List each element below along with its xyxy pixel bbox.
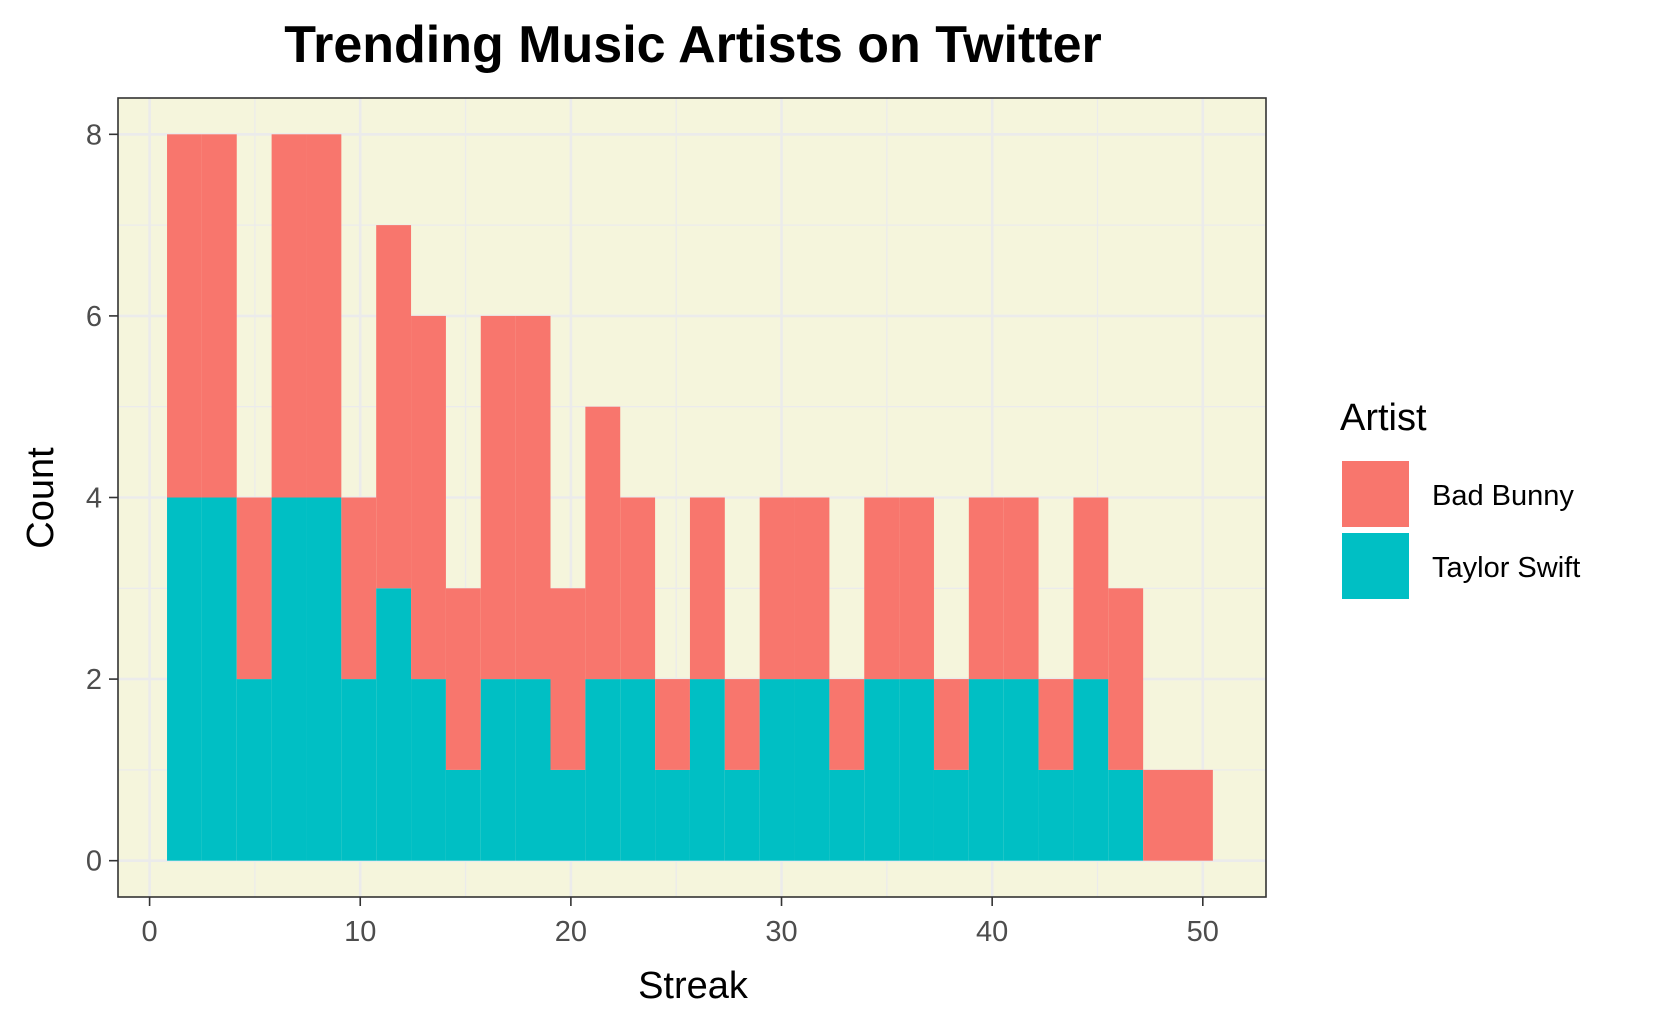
bar-bad-bunny xyxy=(376,225,412,589)
bar-bad-bunny xyxy=(306,134,342,498)
bar-taylor-swift xyxy=(864,679,900,861)
bar-bad-bunny xyxy=(585,406,621,680)
legend-label-bad-bunny: Bad Bunny xyxy=(1432,480,1574,512)
bar-taylor-swift xyxy=(689,679,725,861)
y-tick-label: 8 xyxy=(86,119,102,151)
chart-title: Trending Music Artists on Twitter xyxy=(284,16,1102,74)
bar-bad-bunny xyxy=(620,497,656,680)
bar-bad-bunny xyxy=(794,497,830,680)
bar-taylor-swift xyxy=(271,497,307,861)
x-tick-label: 40 xyxy=(976,916,1008,948)
legend-key-bad-bunny xyxy=(1342,461,1409,527)
y-axis-title: Count xyxy=(20,447,62,549)
bar-taylor-swift xyxy=(1038,769,1074,861)
bar-taylor-swift xyxy=(411,679,446,861)
y-tick-label: 0 xyxy=(86,846,102,878)
bar-taylor-swift xyxy=(550,769,586,861)
bar-taylor-swift xyxy=(794,679,830,861)
bar-bad-bunny xyxy=(864,497,900,680)
bar-taylor-swift xyxy=(585,679,621,861)
bar-taylor-swift xyxy=(480,679,516,861)
bar-bad-bunny xyxy=(480,315,516,680)
bar-bad-bunny xyxy=(1003,497,1039,680)
bar-bad-bunny xyxy=(1038,679,1074,770)
bar-bad-bunny xyxy=(933,679,969,770)
bar-bad-bunny xyxy=(724,679,760,770)
x-tick-label: 10 xyxy=(344,916,376,948)
bar-taylor-swift xyxy=(341,679,377,861)
legend-item-bad-bunny: Bad Bunny xyxy=(1342,461,1574,527)
bar-bad-bunny xyxy=(655,679,690,770)
x-tick-label: 0 xyxy=(142,916,158,948)
y-tick-label: 6 xyxy=(86,301,102,333)
legend-title: Artist xyxy=(1340,397,1427,439)
bar-taylor-swift xyxy=(236,679,272,861)
bar-taylor-swift xyxy=(933,769,969,861)
bar-taylor-swift xyxy=(968,679,1004,861)
bar-taylor-swift xyxy=(899,679,934,861)
legend-label-taylor-swift: Taylor Swift xyxy=(1432,552,1580,584)
bar-bad-bunny xyxy=(899,497,934,680)
bar-bad-bunny xyxy=(445,588,481,770)
bar-taylor-swift xyxy=(376,588,412,861)
bar-taylor-swift xyxy=(620,679,656,861)
y-tick-label: 4 xyxy=(86,483,102,515)
x-tick-label: 20 xyxy=(555,916,587,948)
bar-taylor-swift xyxy=(1003,679,1039,861)
bar-bad-bunny xyxy=(689,497,725,680)
bars xyxy=(167,134,1213,861)
bar-taylor-swift xyxy=(829,769,865,861)
legend: Artist Bad Bunny Taylor Swift xyxy=(1340,397,1580,599)
bar-taylor-swift xyxy=(759,679,795,861)
bar-bad-bunny xyxy=(550,588,586,770)
bar-bad-bunny xyxy=(1073,497,1109,680)
bar-bad-bunny xyxy=(759,497,795,680)
x-tick-label: 30 xyxy=(765,916,797,948)
bar-taylor-swift xyxy=(167,497,202,861)
bar-taylor-swift xyxy=(201,497,237,861)
x-axis: 0 10 20 30 40 50 xyxy=(142,897,1219,948)
bar-taylor-swift xyxy=(306,497,342,861)
bar-bad-bunny xyxy=(341,497,377,680)
bar-bad-bunny xyxy=(515,315,551,680)
bar-bad-bunny xyxy=(236,497,272,680)
bar-taylor-swift xyxy=(1073,679,1109,861)
bar-bad-bunny xyxy=(829,679,865,770)
bar-bad-bunny xyxy=(968,497,1004,680)
bar-bad-bunny xyxy=(271,134,307,498)
y-axis: 0 2 4 6 8 xyxy=(86,119,118,878)
y-tick-label: 2 xyxy=(86,664,102,696)
legend-key-taylor-swift xyxy=(1342,533,1409,599)
x-axis-title: Streak xyxy=(638,965,749,1007)
bar-bad-bunny xyxy=(167,134,202,498)
bar-bad-bunny xyxy=(411,315,446,680)
bar-taylor-swift xyxy=(445,769,481,861)
bar-bad-bunny xyxy=(1178,769,1213,861)
bar-taylor-swift xyxy=(724,769,760,861)
bar-taylor-swift xyxy=(655,769,690,861)
bar-taylor-swift xyxy=(515,679,551,861)
x-tick-label: 50 xyxy=(1187,916,1219,948)
bar-taylor-swift xyxy=(1108,769,1144,861)
bar-bad-bunny xyxy=(1108,588,1144,770)
bar-bad-bunny xyxy=(201,134,237,498)
legend-item-taylor-swift: Taylor Swift xyxy=(1342,533,1580,599)
bar-bad-bunny xyxy=(1143,769,1179,861)
